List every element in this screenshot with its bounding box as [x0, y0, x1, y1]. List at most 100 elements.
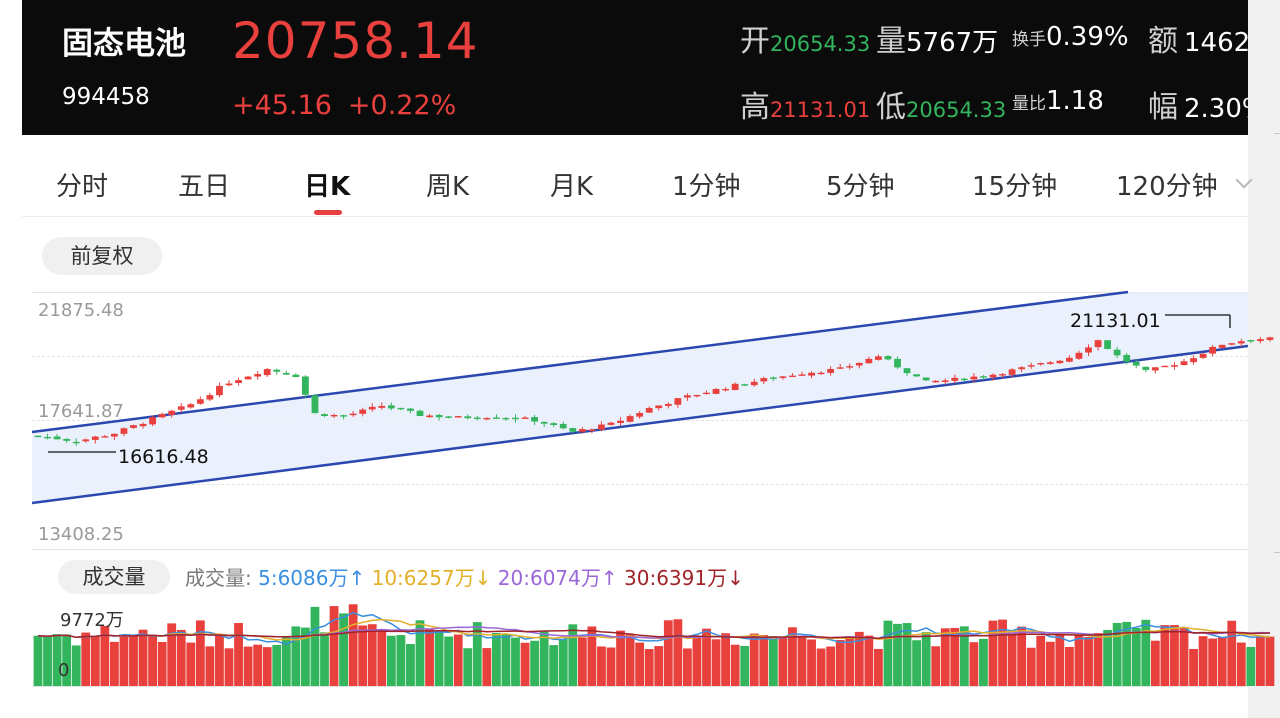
candle-body	[53, 436, 61, 440]
candle-body	[760, 378, 768, 382]
volume-bar	[62, 634, 72, 686]
volume-bar	[807, 639, 816, 686]
adjust-price-button[interactable]: 前复权	[42, 237, 162, 275]
candle-body	[875, 356, 882, 360]
volume-bar	[301, 627, 310, 686]
volume-bar	[969, 642, 979, 686]
candle-body	[578, 429, 586, 432]
tab-monthly-k[interactable]: 月K	[550, 172, 594, 202]
candle-body	[884, 356, 892, 360]
volume-bar	[358, 625, 368, 686]
volume-bar	[100, 625, 110, 686]
candle-body	[349, 413, 357, 416]
candle-body	[1266, 337, 1274, 340]
price-axis-min: 13408.25	[38, 524, 124, 545]
candle-body	[932, 380, 940, 383]
price-axis-max: 21875.48	[38, 300, 124, 321]
candle-body	[617, 420, 624, 424]
candle-body	[1113, 349, 1121, 356]
turnover-value: 0.39%	[1046, 22, 1129, 52]
candle-body	[177, 406, 185, 410]
tab-15min[interactable]: 15分钟	[972, 172, 1058, 202]
volume-bar	[43, 636, 52, 686]
volume-bar	[110, 641, 119, 686]
candle-body	[817, 372, 825, 375]
candle-body	[426, 415, 433, 418]
volume-bar	[1198, 636, 1208, 686]
candle-body	[960, 378, 968, 381]
volume-bar	[1150, 640, 1160, 686]
last-price: 20758.14	[232, 12, 479, 70]
volume-bar	[1055, 634, 1065, 686]
volume-bar	[33, 635, 43, 686]
candles	[34, 336, 1274, 446]
volume-bar	[1084, 636, 1093, 686]
volume-bar	[1265, 636, 1275, 686]
trend-channel-fill	[32, 292, 1248, 503]
candle-body	[1066, 357, 1073, 362]
stat-amplitude: 幅2.30%	[1148, 82, 1248, 126]
volume-bar	[788, 627, 797, 686]
candle-body	[235, 380, 242, 384]
candle-body	[941, 380, 949, 382]
stat-open: 开20654.33	[740, 24, 871, 59]
candle-body	[846, 366, 854, 368]
volume-bar	[396, 635, 406, 686]
volume-indicator-button[interactable]: 成交量	[58, 560, 170, 594]
candle-body	[330, 414, 338, 417]
candle-body	[521, 417, 529, 419]
active-tab-indicator	[314, 210, 342, 215]
candle-body	[397, 407, 405, 410]
ma20-legend: 20:6074万↑	[497, 566, 618, 590]
volume-bar	[224, 648, 234, 686]
candle-body	[1190, 358, 1197, 363]
volume-bar	[1189, 648, 1198, 686]
candle-body	[789, 375, 796, 378]
volume-bar	[931, 646, 941, 686]
candle-body	[1142, 366, 1150, 370]
left-margin	[0, 0, 22, 718]
price-axis-mid: 17641.87	[38, 401, 124, 422]
gridline	[32, 484, 1248, 485]
candle-body	[865, 358, 873, 364]
candle-body	[302, 376, 309, 395]
divider	[32, 686, 1248, 687]
volume-bar	[835, 640, 845, 686]
tab-five-day[interactable]: 五日	[178, 172, 231, 202]
high-annotation: 21131.01	[1070, 310, 1161, 332]
candle-body	[722, 389, 729, 391]
tab-daily-k[interactable]: 日K	[304, 172, 351, 202]
candle-body	[454, 416, 462, 418]
candle-body	[731, 383, 739, 390]
volume-bar	[874, 648, 883, 686]
ma5-legend: 5:6086万↑	[258, 566, 366, 590]
candle-body	[1161, 365, 1169, 368]
volume-bar	[348, 604, 358, 686]
volume-bar	[129, 635, 138, 686]
candlestick-chart-area[interactable]	[32, 292, 1248, 550]
candle-body	[664, 403, 672, 406]
ma10-legend: 10:6257万↓	[371, 566, 492, 590]
volume-bar	[1045, 641, 1055, 686]
candle-body	[1085, 347, 1092, 353]
volume-bar	[492, 632, 501, 686]
candle-body	[1180, 361, 1188, 366]
candle-body	[855, 362, 863, 366]
tab-1min[interactable]: 1分钟	[672, 172, 741, 202]
candle-body	[703, 392, 710, 395]
candle-body	[1132, 361, 1140, 366]
tab-120min[interactable]: 120分钟	[1116, 172, 1218, 202]
candle-body	[321, 414, 328, 417]
ratio-value: 1.18	[1046, 86, 1104, 116]
volume-value: 5767万	[906, 28, 999, 58]
volume-axis-max: 9772万	[60, 610, 124, 631]
candle-body	[951, 377, 959, 381]
volume-bar	[1170, 625, 1179, 686]
volume-bar	[768, 636, 778, 686]
volume-bar	[1217, 637, 1227, 686]
tab-5min[interactable]: 5分钟	[826, 172, 895, 202]
volume-bar	[310, 606, 320, 686]
volume-bar	[673, 619, 683, 686]
tab-weekly-k[interactable]: 周K	[426, 172, 470, 202]
tab-intraday[interactable]: 分时	[56, 172, 109, 202]
